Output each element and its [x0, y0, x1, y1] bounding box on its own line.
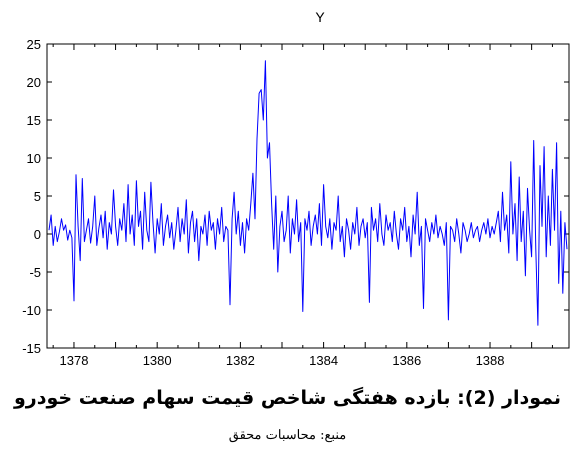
plot-frame: [46, 43, 570, 349]
y-tick-label: 5: [34, 189, 41, 204]
series-y: [48, 60, 568, 326]
x-tick-label: 1382: [226, 353, 255, 368]
y-tick-label: -5: [29, 265, 41, 280]
chart-title: Y: [315, 9, 325, 25]
y-tick-label: 0: [34, 227, 41, 242]
y-tick-label: 10: [27, 151, 41, 166]
figure-caption: نمودار (2): بازده هفتگی شاخص قیمت سهام ص…: [14, 387, 561, 409]
x-axis: 1378 1380 1382 1384 1386 1388: [52, 44, 553, 368]
y-tick-label: 20: [27, 75, 41, 90]
y-tick-label: 25: [27, 37, 41, 52]
figure-source: منبع: محاسبات محقق: [228, 428, 347, 443]
y-tick-label: -15: [22, 341, 41, 356]
x-tick-label: 1380: [143, 353, 172, 368]
series-line: [48, 60, 568, 326]
y-tick-label: -10: [22, 303, 41, 318]
y-axis: 25 20 15 10 5 0 -5 -10 -15: [22, 37, 569, 356]
y-tick-label: 15: [27, 113, 41, 128]
x-tick-label: 1388: [476, 353, 505, 368]
x-tick-label: 1386: [392, 353, 421, 368]
x-tick-label: 1378: [60, 353, 89, 368]
line-chart: Y 25 20 15 10 5 0 -5 -10 -15 1378 1380 1382 1384 138…: [22, 9, 570, 368]
x-tick-label: 1384: [309, 353, 338, 368]
